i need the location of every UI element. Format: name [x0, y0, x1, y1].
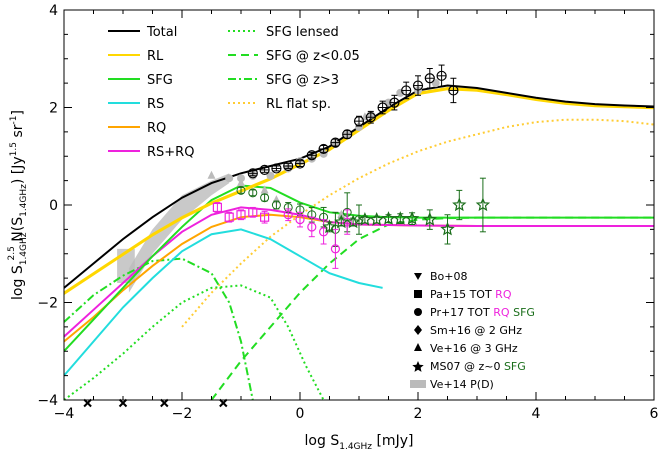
series-line-sfg-lensed	[64, 284, 325, 400]
ve14-pd-band	[128, 173, 230, 293]
y-tick-label: −4	[37, 393, 58, 409]
symbol-legend-label: Pa+15 TOT RQ	[430, 288, 512, 301]
symbol-legend-marker	[414, 290, 422, 298]
symbol-legend-text: Bo+08	[430, 270, 468, 283]
y-tick-label: 4	[49, 3, 58, 19]
symbol-legend-text: MS07 @ z~0	[430, 360, 500, 373]
data-point-sfg-star	[322, 219, 337, 234]
series-line-sfg-z-3	[64, 257, 254, 400]
data-point-sfg-circle	[271, 200, 281, 210]
legend-label-sfg-lensed: SFG lensed	[266, 25, 339, 40]
data-point-sfg-star	[422, 212, 437, 226]
data-point-sfg-star	[334, 214, 349, 229]
legend-label-rl: RL	[147, 49, 164, 64]
symbol-legend-marker	[410, 380, 426, 388]
symbol-legend-marker	[414, 273, 422, 280]
y-tick-label: −2	[37, 296, 58, 312]
symbol-legend-text: Sm+16 @ 2 GHz	[430, 324, 522, 337]
symbol-legend-label: Ve+14 P(D)	[430, 378, 494, 391]
data-point-sfg-star	[345, 214, 361, 229]
legend-label-sfg-lowz: SFG @ z<0.05	[266, 49, 360, 64]
ve14-pd-band-low	[117, 248, 135, 283]
data-point-sfg-circle	[260, 193, 270, 203]
data-point-sfg-circle	[236, 185, 246, 195]
symbol-legend-text: Pa+15 TOT	[430, 288, 492, 301]
legend-label-sfg: SFG	[147, 73, 173, 88]
x-marker	[160, 398, 169, 408]
symbol-legend-label: MS07 @ z~0 SFG	[430, 360, 526, 373]
data-point-grey	[431, 79, 440, 88]
symbol-legend-text: Ve+14 P(D)	[430, 378, 494, 391]
y-axis-label: log S1.4GHz2.5 N(S1.4GHz) [Jy1.5 sr-1]	[7, 110, 29, 300]
legend-label-sfg-highz: SFG @ z>3	[266, 73, 339, 88]
symbol-legend-label: Pr+17 TOT RQ SFG	[430, 306, 535, 319]
symbol-legend-marker	[414, 308, 422, 316]
data-point-sfg-circle	[248, 188, 258, 198]
data-point-grey	[266, 171, 275, 180]
legend-label-total: Total	[146, 25, 177, 40]
symbol-legend-tag: RQ	[492, 288, 512, 301]
symbol-legend-tag: SFG	[500, 360, 525, 373]
data-point-triangle	[337, 209, 346, 218]
data-point-triangle	[237, 178, 245, 187]
x-marker	[219, 398, 228, 408]
symbol-legend-text: Ve+16 @ 3 GHz	[430, 342, 518, 355]
y-tick-label: 2	[49, 101, 58, 117]
x-marker	[83, 398, 92, 408]
x-tick-label: 4	[532, 406, 541, 422]
data-point-sfg-star	[393, 211, 408, 225]
data-point-triangle	[260, 185, 269, 194]
series-line-rs	[64, 228, 383, 377]
symbol-legend-label: Sm+16 @ 2 GHz	[430, 324, 522, 337]
data-point-sfg-star	[369, 212, 384, 226]
symbol-legend-tag: RQ	[490, 306, 510, 319]
data-point-sfg-star	[381, 211, 396, 225]
data-point-sfg-star	[452, 197, 467, 212]
data-point-grey	[225, 174, 234, 183]
x-tick-label: 6	[650, 406, 658, 422]
x-marker	[118, 398, 128, 408]
data-point-rq-circle	[307, 222, 317, 232]
symbol-legend-tag: SFG	[510, 306, 535, 319]
symbol-legend-text: Pr+17 TOT	[430, 306, 490, 319]
data-point-rq-square	[224, 212, 234, 222]
legend-label-rq: RQ	[147, 121, 166, 136]
data-point-rq-square	[260, 212, 270, 222]
x-tick-label: −2	[172, 406, 193, 422]
legend-label-rsrq: RS+RQ	[147, 145, 194, 160]
symbol-legend-marker	[412, 361, 424, 372]
data-point-rq-square	[248, 207, 258, 217]
data-point-rq-circle	[330, 244, 340, 254]
symbol-legend-label: Bo+08	[430, 270, 468, 283]
data-point-sfg-star	[440, 221, 455, 236]
legend-label-rl-flat: RL flat sp.	[266, 97, 331, 112]
curve-legend: Total RL SFG RS RQ RS+RQ SFG lensed SFG @ z<0.0…	[108, 25, 360, 160]
data-point-rq-circle	[295, 215, 305, 225]
symbol-legend-marker	[414, 325, 422, 335]
x-tick-label: −4	[54, 406, 75, 422]
data-point-sfg-star	[475, 197, 491, 212]
legend-label-rs: RS	[147, 97, 164, 112]
x-tick-label: 2	[414, 406, 423, 422]
x-axis-label: log S1.4GHz [mJy]	[305, 433, 414, 452]
x-tick-label: 0	[296, 406, 305, 422]
symbol-legend-label: Ve+16 @ 3 GHz	[430, 342, 518, 355]
data-point-sfg-star	[404, 211, 420, 225]
data-point-triangle	[207, 170, 216, 179]
symbol-legend-marker	[414, 343, 422, 351]
y-tick-label: 0	[49, 198, 58, 214]
data-point-rq-square	[212, 202, 222, 213]
data-point-rq-square	[236, 210, 246, 220]
data-point-sfg-star	[357, 212, 373, 226]
data-point-rq-circle	[342, 217, 352, 227]
data-point-rq-circle	[283, 210, 293, 220]
